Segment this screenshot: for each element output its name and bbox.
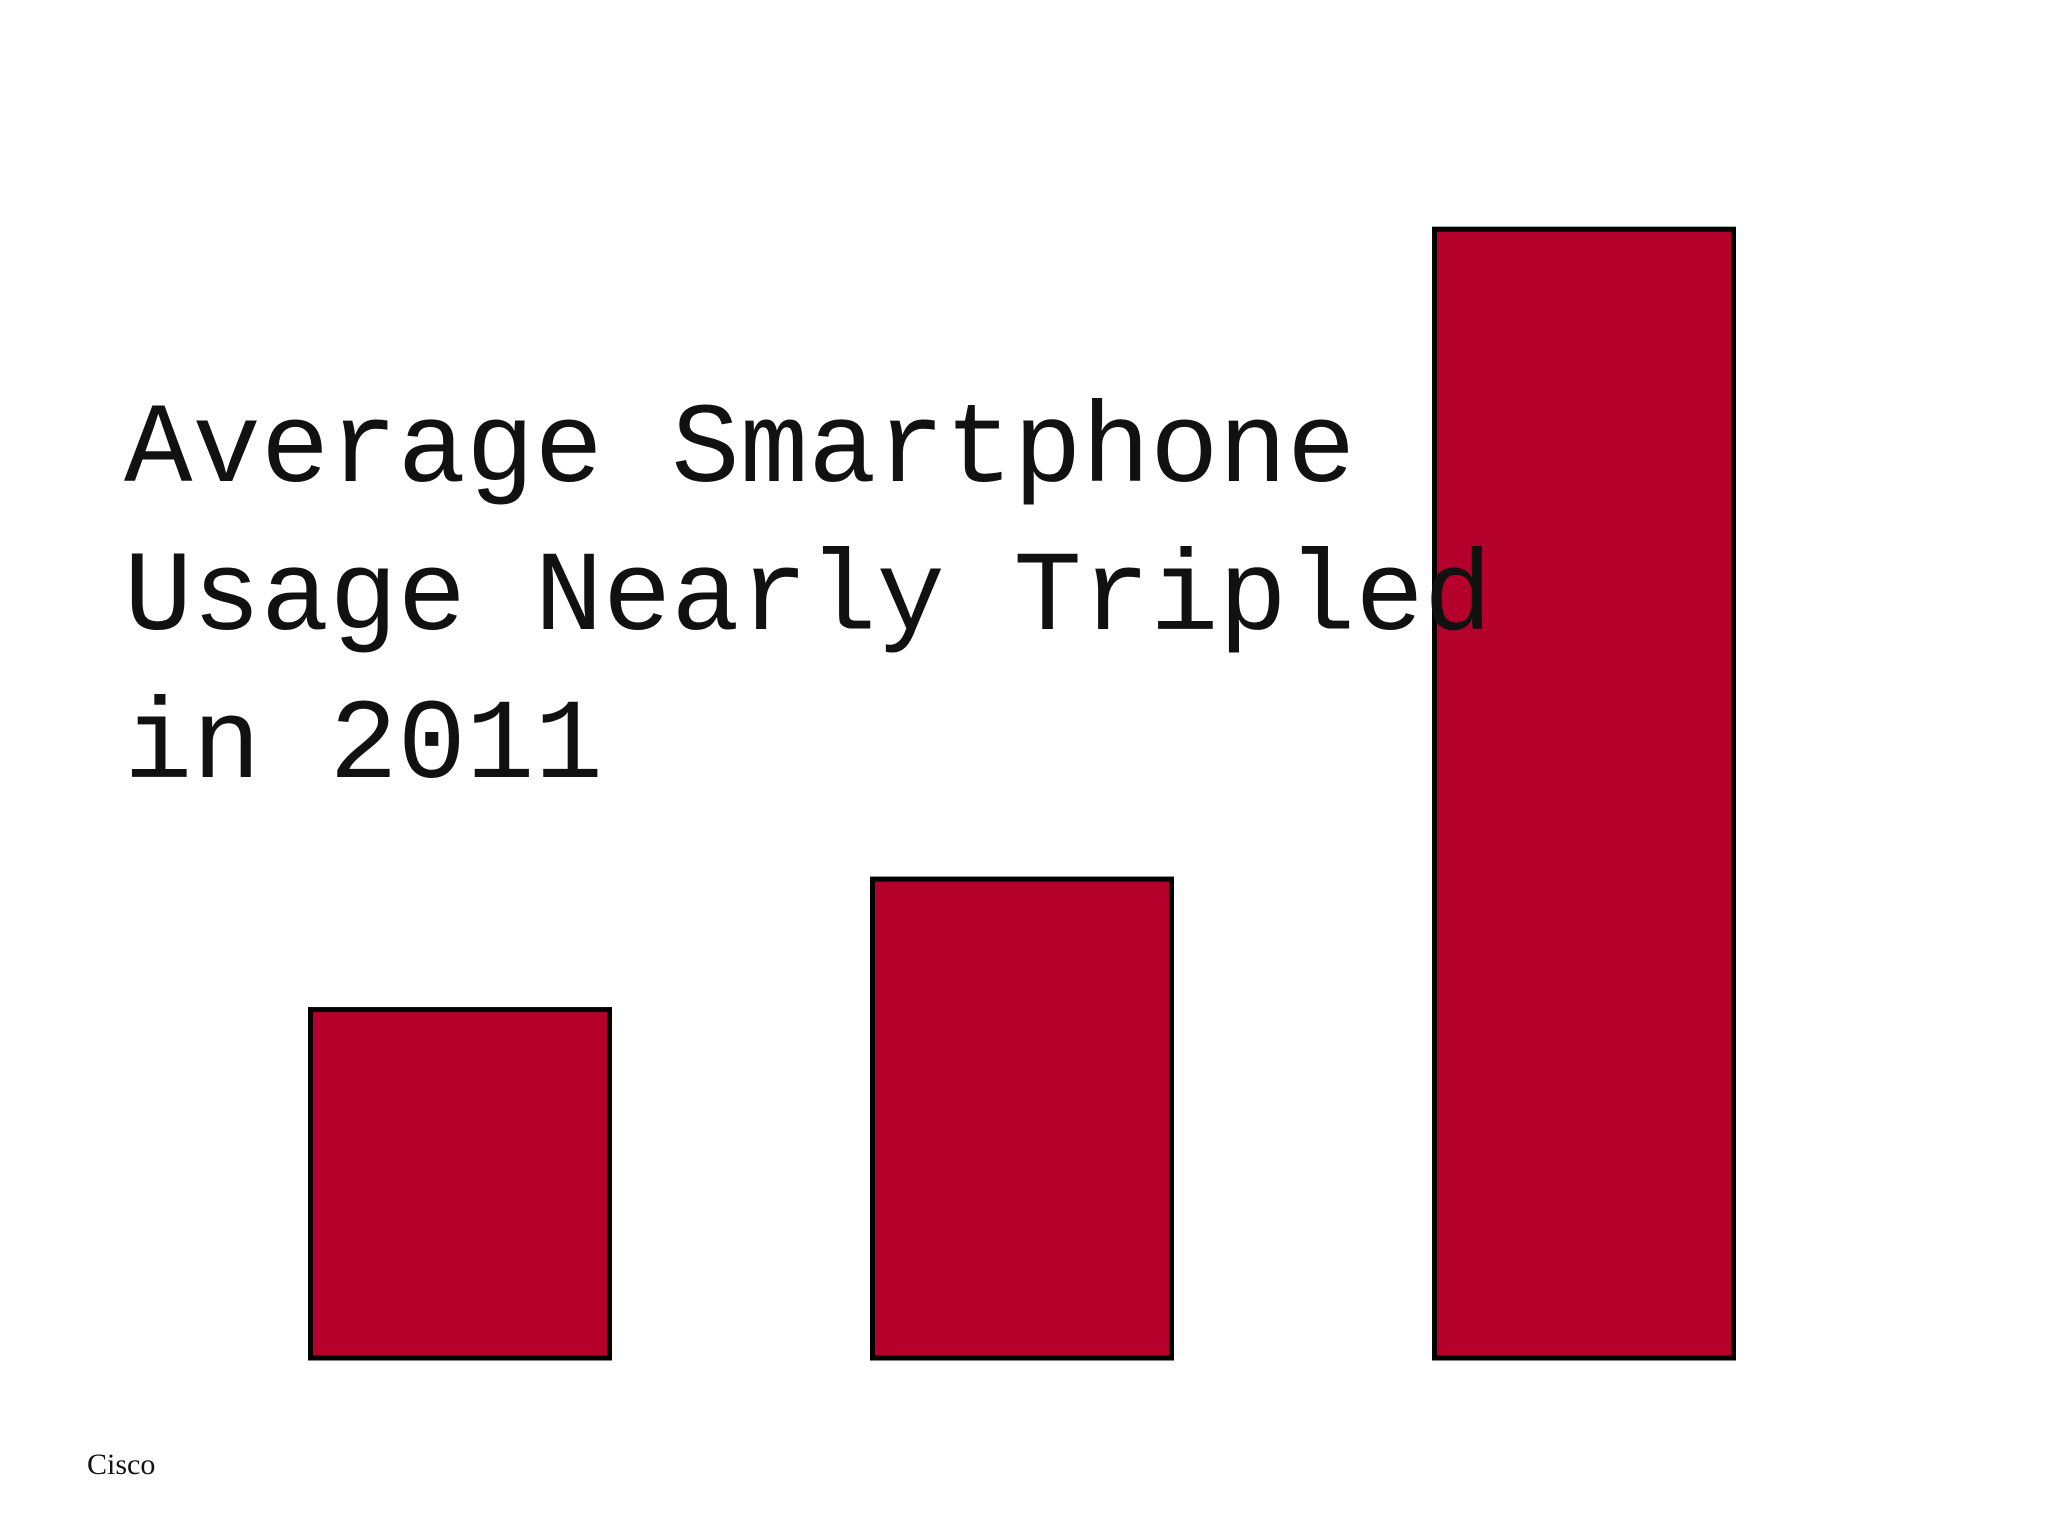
bar bbox=[1432, 226, 1736, 1361]
bar bbox=[308, 1007, 612, 1361]
chart-title: Average Smartphone Usage Nearly Tripled … bbox=[124, 387, 1493, 812]
bar bbox=[870, 876, 1174, 1361]
source-note: Cisco bbox=[87, 1448, 156, 1481]
